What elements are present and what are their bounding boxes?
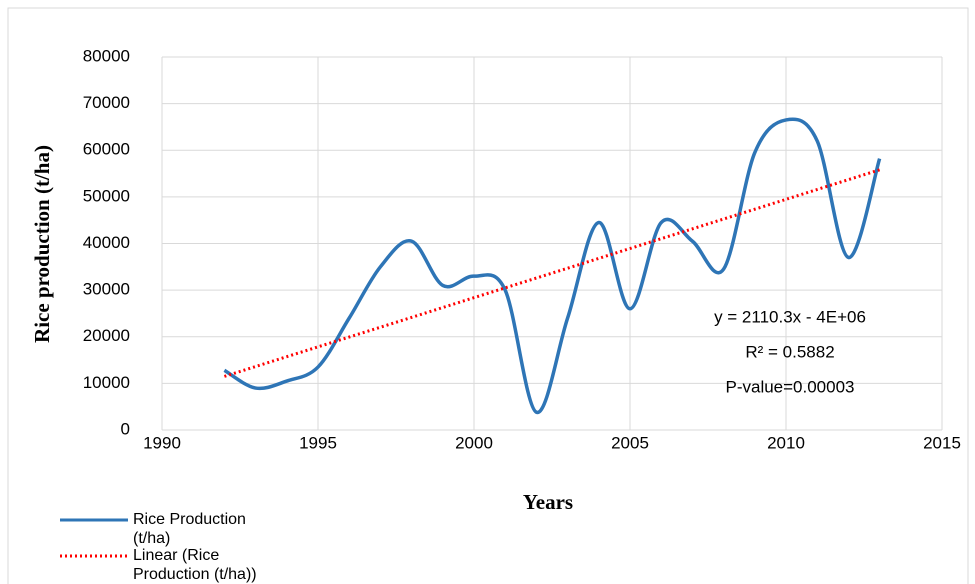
x-axis-title: Years	[523, 490, 573, 514]
legend-label: Linear (Rice Production (t/ha))	[133, 547, 257, 583]
x-tick-label: 1990	[143, 433, 181, 452]
y-tick-label: 40000	[83, 233, 130, 252]
legend-label: Rice Production (t/ha)	[133, 511, 246, 547]
annotation: P-value=0.00003	[725, 377, 854, 396]
x-tick-label: 2010	[767, 433, 805, 452]
data-line	[223, 117, 882, 415]
x-tick-label: 2015	[923, 433, 961, 452]
y-tick-label: 50000	[83, 186, 130, 205]
y-tick-label: 80000	[83, 46, 130, 65]
chart-border	[7, 7, 969, 584]
y-tick-label: 60000	[83, 140, 130, 159]
y-tick-label: 30000	[83, 280, 130, 299]
y-axis-title: Rice production (t/ha)	[30, 145, 54, 343]
annotation: y = 2110.3x - 4E+06	[714, 307, 866, 326]
x-tick-label: 1995	[299, 433, 337, 452]
x-tick-label: 2000	[455, 433, 493, 452]
x-tick-label: 2005	[611, 433, 649, 452]
y-tick-label: 70000	[83, 93, 130, 112]
y-tick-label: 0	[121, 419, 130, 438]
y-tick-label: 20000	[83, 326, 130, 345]
annotation: R² = 0.5882	[745, 342, 834, 361]
y-tick-label: 10000	[83, 373, 130, 392]
